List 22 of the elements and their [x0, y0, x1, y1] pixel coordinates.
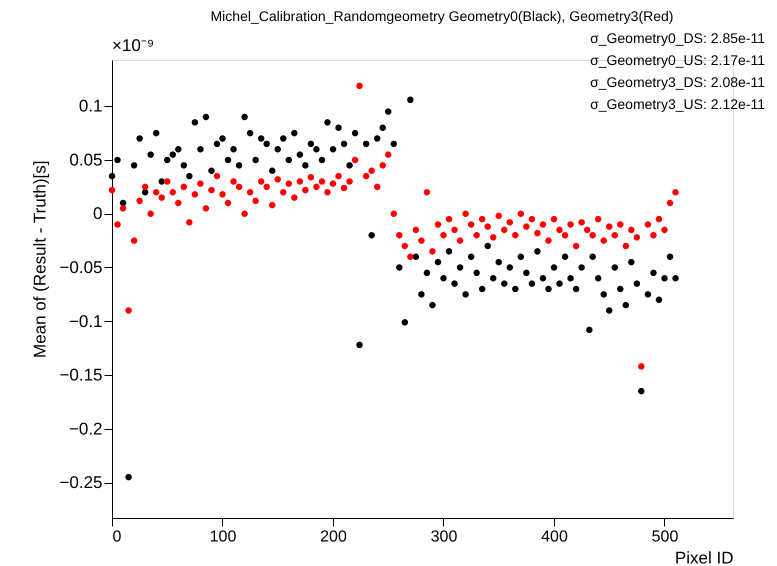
x-tick-label: 200	[320, 528, 347, 546]
text: σ_Geometry0_DS: 2.85e-11	[590, 30, 766, 46]
y-axis-title: Mean of (Result - Truth)[s]	[30, 160, 50, 358]
x-tick-label: 300	[430, 528, 458, 546]
y-tick-label: −0.25	[59, 473, 102, 492]
annotation: σ_Geometry0_US: 2.17e-11	[590, 52, 766, 68]
y-tick-label: 0.05	[69, 150, 102, 170]
y-tick-label: 0.1	[78, 96, 102, 116]
x-axis-title: Pixel ID	[674, 548, 734, 566]
text: ×10⁻⁹	[112, 36, 154, 55]
x-tick-label: 0	[112, 528, 122, 546]
y-tick-label: −0.1	[68, 312, 102, 331]
y-tick-label: −0.15	[59, 366, 102, 385]
y-tick-label: −0.05	[59, 258, 102, 277]
x-tick-label: 400	[541, 528, 568, 546]
y-tick-label: −0.2	[68, 419, 102, 438]
annotation: σ_Geometry3_US: 2.12e-11	[590, 96, 766, 112]
y-tick-label: 0	[93, 204, 102, 224]
x-tick-label: 500	[652, 528, 678, 546]
x-tick-label: 100	[210, 528, 236, 546]
annotation: σ_Geometry3_DS: 2.08e-11	[590, 74, 766, 90]
chart-title: Michel_Calibration_Randomgeometry Geometry0(Black), Geometry3(Red)	[210, 8, 674, 24]
